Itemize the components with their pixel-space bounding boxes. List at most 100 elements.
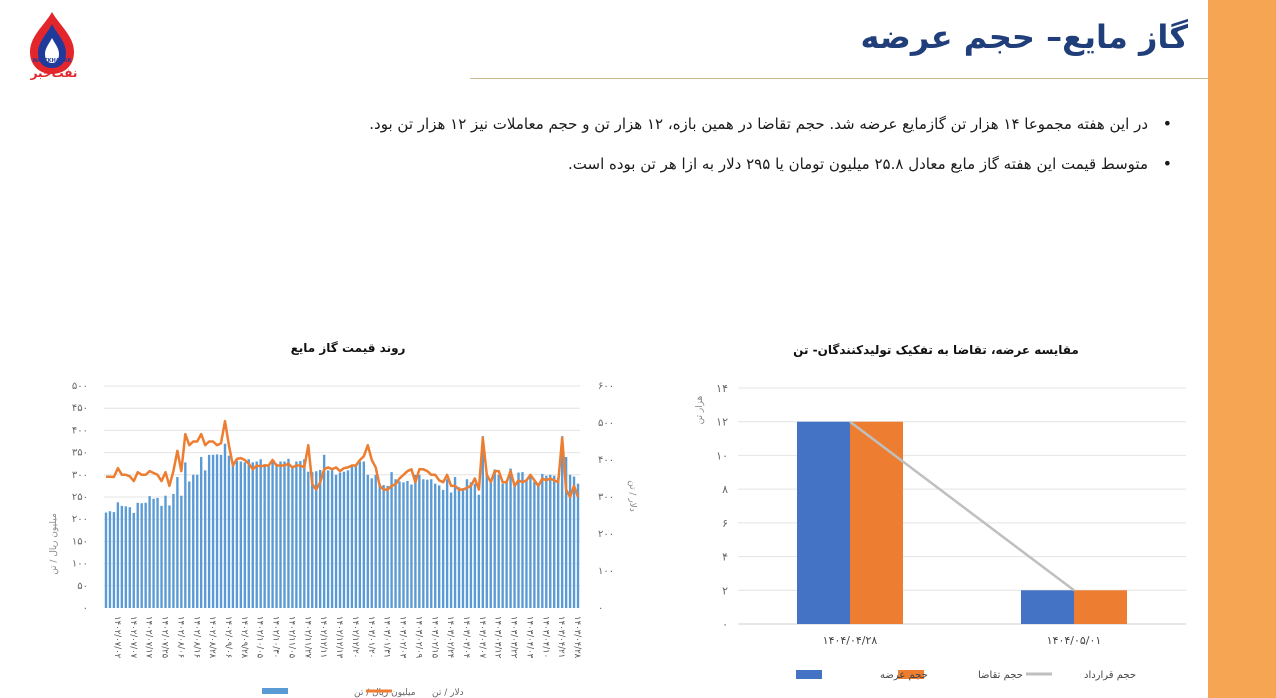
bullet-dot-icon: •: [1162, 154, 1172, 173]
bar: [497, 474, 500, 608]
bar: [465, 479, 469, 608]
bar: [172, 493, 175, 608]
x-tick-label: ۱۴۰۳/۰۳/۱۲: [493, 616, 503, 659]
y-tick-label: ۰: [83, 603, 88, 614]
bar: [287, 458, 290, 608]
x-tick-label: ۱۴۰۳/۰۲/۲۴: [445, 616, 455, 658]
y2-tick-label: ۴۰۰: [598, 455, 614, 466]
bar: [275, 463, 278, 608]
x-tick-label: ۱۴۰۳/۰۲/۰۹: [413, 616, 423, 659]
bar: [303, 459, 306, 608]
bar: [203, 470, 207, 608]
bar: [382, 485, 385, 608]
bar: [168, 505, 171, 608]
series-line-usd: [106, 419, 580, 499]
bar: [560, 436, 564, 608]
x-tick-label: ۱۴۰۳/۰۴/۲۱: [556, 616, 566, 658]
bar: [394, 479, 397, 608]
y-tick-label: ۲۵۰: [72, 492, 88, 503]
title-divider: [470, 78, 1208, 79]
bar: [525, 480, 528, 608]
bar: [529, 474, 532, 608]
x-tick-label: ۱۴۰۳/۰۲/۱۵: [429, 616, 439, 659]
bar: [406, 481, 409, 608]
bar: [108, 511, 112, 608]
bar: [386, 485, 389, 608]
x-tick-label: ۱۴۰۲/۱۲/۱۳: [334, 616, 344, 659]
bar: [330, 470, 334, 608]
bar: [568, 474, 572, 608]
bullet-dot-icon: •: [1162, 114, 1172, 133]
y2-tick-label: ۵۰۰: [598, 418, 614, 429]
bar: [473, 483, 477, 608]
bar: [164, 495, 167, 608]
y-tick-label: ۸: [722, 483, 728, 496]
price-trend-chart: روند قیمت گاز مایع میلیون ریال / تن دلار…: [49, 341, 637, 698]
bar: [430, 479, 433, 608]
y-tick-label: ۱۵۰: [72, 536, 88, 547]
legend-swatch-rial: [262, 688, 288, 694]
legend-label-usd: دلار / تن: [432, 688, 464, 698]
y-tick-label: ۰: [722, 618, 728, 631]
bar: [156, 497, 159, 608]
bar: [128, 507, 131, 608]
bar: [362, 461, 366, 608]
bar: [501, 483, 504, 608]
bar-supply: [1021, 590, 1074, 624]
chart-title: روند قیمت گاز مایع: [291, 341, 406, 356]
bar: [311, 472, 314, 608]
bar: [259, 459, 262, 608]
x-tick-label: ۱۴۰۲/۰۷/۱۷: [144, 616, 154, 659]
bar: [334, 474, 338, 608]
bar: [160, 505, 163, 608]
bar: [318, 469, 322, 608]
bullet-item: • متوسط قیمت این هفته گاز مایع معادل ۲۵.…: [272, 152, 1172, 176]
legend-swatch-demand: [898, 670, 924, 679]
bar: [513, 483, 516, 608]
bar: [461, 488, 465, 608]
bar: [152, 498, 155, 608]
page-title: گاز مایع– حجم عرضه: [860, 18, 1188, 56]
bar: [235, 460, 239, 608]
bar: [326, 470, 330, 608]
bar: [342, 471, 346, 608]
chart-title: مقایسه عرضه، تقاضا به تفکیک تولیدکنندگان…: [793, 343, 1079, 358]
y-axis-label: هزار تن: [695, 395, 705, 424]
bar: [370, 478, 373, 608]
bar: [219, 454, 223, 608]
y-tick-label: ۴۰۰: [72, 425, 88, 436]
y-tick-label: ۲۰۰: [72, 514, 88, 525]
y2-tick-label: ۳۰۰: [598, 492, 614, 503]
bar: [307, 471, 310, 608]
bar: [481, 436, 485, 608]
bar: [295, 461, 298, 608]
bar: [263, 464, 266, 608]
bar: [517, 472, 520, 608]
legend: میلیون ریال / تن دلار / تن: [262, 688, 464, 698]
bar: [564, 457, 568, 608]
bar: [402, 482, 405, 608]
bar: [243, 462, 247, 608]
x-tick-label: ۱۴۰۳/۰۴/۱۰: [540, 616, 550, 658]
bar: [223, 443, 227, 608]
bar: [180, 495, 183, 608]
y-tick-label: ۴۵۰: [72, 403, 88, 414]
bar: [207, 454, 211, 608]
bar: [299, 461, 302, 608]
bar: [418, 474, 421, 608]
y-tick-label: ۳۵۰: [72, 448, 88, 459]
bar: [390, 472, 393, 608]
y-tick-label: ۱۰۰: [72, 559, 88, 570]
x-tick-label: ۱۴۰۳/۰۱/۲۰: [366, 616, 376, 658]
bar: [215, 454, 219, 608]
bar: [576, 483, 580, 608]
bar: [211, 454, 215, 608]
bar: [485, 474, 488, 608]
bar: [346, 470, 350, 608]
bar: [553, 475, 556, 608]
bar: [437, 485, 441, 608]
bar: [521, 472, 524, 608]
supply-demand-chart: مقایسه عرضه، تقاضا به تفکیک تولیدکنندگان…: [695, 343, 1186, 681]
bar: [116, 502, 120, 608]
bar: [227, 455, 231, 608]
